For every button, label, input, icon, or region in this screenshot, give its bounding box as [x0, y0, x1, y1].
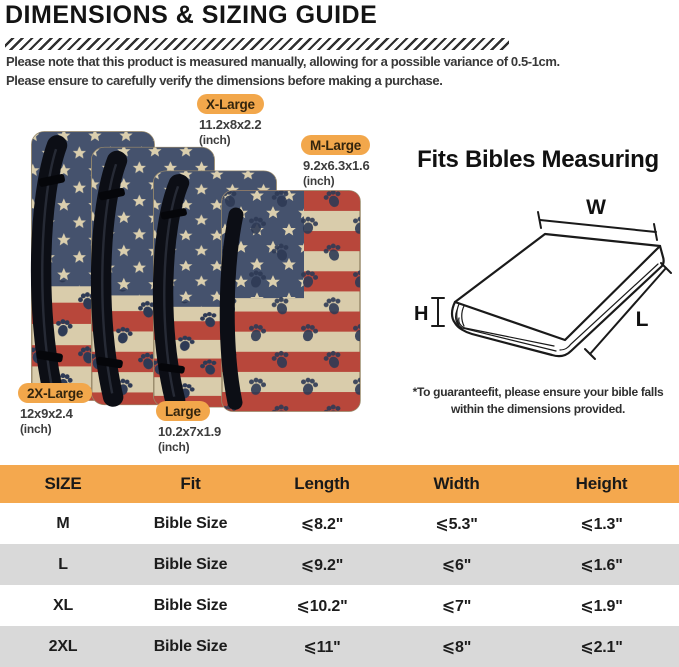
size-badge-large: Large — [156, 401, 210, 421]
size-badge-m-large: M-Large — [301, 135, 371, 155]
cell-fit: Bible Size — [153, 637, 228, 655]
dimension-lines — [431, 211, 672, 360]
size-callout-large: Large 10.2x7x1.9 (inch) — [156, 401, 221, 454]
fit-guarantee-note-line2: within the dimensions provided. — [450, 401, 626, 416]
size-unit-2x-large: (inch) — [20, 422, 52, 436]
size-dims-x-large: 11.2x8x2.2 — [199, 117, 262, 132]
cell-fit: Bible Size — [153, 555, 228, 573]
header-height: Height — [575, 474, 628, 493]
page-title: DIMENSIONS & SIZING GUIDE — [5, 1, 378, 29]
cell-size: 2XL — [48, 637, 78, 655]
header-width: Width — [433, 474, 480, 493]
size-callout-2x-large: 2X-Large 12x9x2.4 (inch) — [18, 383, 93, 436]
table-row-2xl: 2XL Bible Size ⩽11" ⩽8" ⩽2.1" — [0, 626, 679, 667]
size-badge-x-large: X-Large — [197, 94, 264, 114]
cell-fit: Bible Size — [153, 596, 228, 614]
size-unit-large: (inch) — [158, 440, 190, 454]
cell-width: ⩽5.3" — [435, 515, 478, 533]
table-row-xl: XL Bible Size ⩽10.2" ⩽7" ⩽1.9" — [0, 585, 679, 626]
book-measurement-diagram: W L H — [414, 196, 672, 360]
header-length: Length — [294, 474, 350, 493]
size-dims-large: 10.2x7x1.9 — [158, 424, 222, 439]
header-fit: Fit — [180, 474, 201, 493]
cell-width: ⩽7" — [441, 597, 472, 615]
cell-length: ⩽11" — [303, 638, 341, 656]
cell-height: ⩽1.9" — [580, 597, 623, 615]
cell-size: XL — [52, 596, 74, 614]
size-unit-x-large: (inch) — [199, 133, 231, 147]
cell-size: M — [56, 514, 70, 532]
measurement-note-line2: Please ensure to carefully verify the di… — [6, 72, 443, 88]
cell-height: ⩽1.3" — [580, 515, 623, 533]
size-callout-x-large: X-Large 11.2x8x2.2 (inch) — [197, 94, 264, 147]
cell-size: L — [58, 555, 68, 573]
cell-length: ⩽10.2" — [296, 597, 348, 615]
cell-length: ⩽9.2" — [300, 556, 344, 574]
table-row-l: L Bible Size ⩽9.2" ⩽6" ⩽1.6" — [0, 544, 679, 585]
size-callout-m-large: M-Large 9.2x6.3x1.6 (inch) — [301, 135, 371, 188]
fit-guarantee-note-line1: *To guaranteefit, please ensure your bib… — [412, 385, 664, 399]
cell-width: ⩽8" — [441, 638, 472, 656]
table-row-m: M Bible Size ⩽8.2" ⩽5.3" ⩽1.3" — [0, 503, 679, 544]
fit-guarantee-note: *To guaranteefit, please ensure your bib… — [398, 384, 678, 417]
width-dimension-label: W — [586, 196, 606, 219]
cell-fit: Bible Size — [153, 514, 228, 532]
bible-cover-m-large-image — [216, 186, 366, 416]
size-unit-m-large: (inch) — [303, 174, 335, 188]
header-size: SIZE — [44, 474, 82, 493]
size-dims-2x-large: 12x9x2.4 — [20, 406, 73, 421]
measurement-note: Please note that this product is measure… — [6, 53, 676, 90]
size-dims-m-large: 9.2x6.3x1.6 — [303, 158, 370, 173]
hatch-divider — [5, 38, 509, 50]
cell-width: ⩽6" — [441, 556, 472, 574]
cell-height: ⩽2.1" — [580, 638, 623, 656]
measurement-note-line1: Please note that this product is measure… — [6, 54, 560, 69]
size-table-header-row: SIZE Fit Length Width Height — [0, 465, 679, 503]
size-table: SIZE Fit Length Width Height M Bible Siz… — [0, 465, 679, 667]
size-badge-2x-large: 2X-Large — [18, 383, 93, 403]
length-dimension-label: L — [636, 308, 649, 331]
cell-height: ⩽1.6" — [580, 556, 623, 574]
fit-guide-heading: Fits Bibles Measuring — [417, 146, 659, 173]
height-dimension-label: H — [414, 303, 428, 325]
cell-length: ⩽8.2" — [300, 515, 344, 533]
